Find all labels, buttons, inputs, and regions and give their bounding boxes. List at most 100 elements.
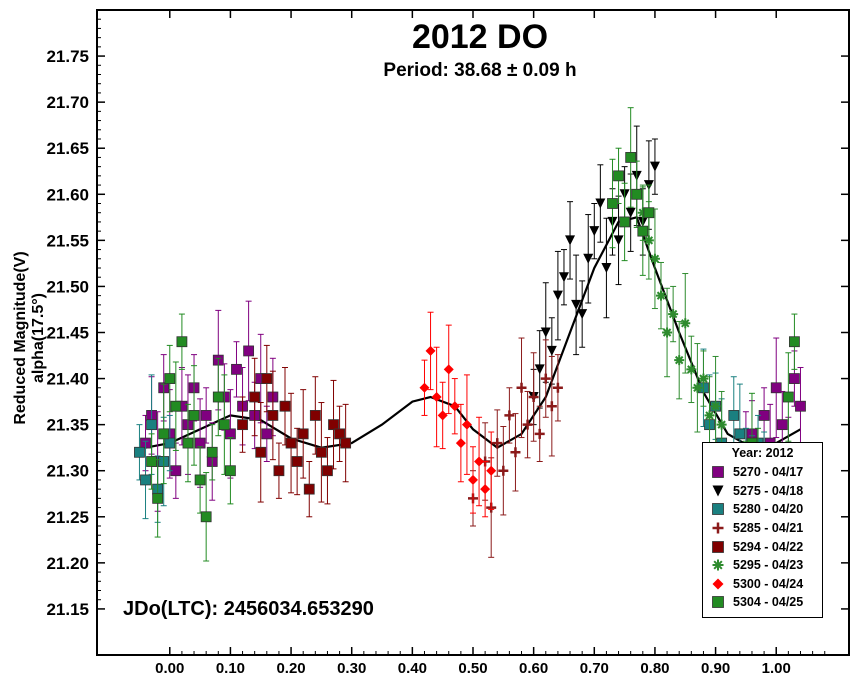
data-point bbox=[273, 465, 285, 477]
data-point bbox=[534, 428, 545, 439]
data-point bbox=[668, 309, 679, 320]
data-point bbox=[625, 207, 636, 218]
x-tick-label: 0.40 bbox=[398, 660, 427, 677]
legend-marker bbox=[712, 596, 724, 609]
data-point bbox=[728, 410, 740, 421]
data-point bbox=[255, 446, 267, 458]
data-point bbox=[146, 419, 157, 431]
legend-marker-icon bbox=[712, 578, 724, 590]
data-point bbox=[516, 382, 527, 393]
data-point bbox=[625, 152, 637, 163]
data-point bbox=[558, 272, 569, 283]
data-point bbox=[328, 419, 339, 431]
data-point bbox=[613, 235, 624, 246]
data-point bbox=[662, 327, 673, 338]
legend-marker-icon bbox=[712, 540, 724, 553]
data-point bbox=[297, 428, 309, 440]
data-point bbox=[498, 465, 509, 476]
data-point bbox=[686, 364, 697, 375]
data-point bbox=[285, 437, 297, 449]
legend-marker bbox=[712, 578, 724, 590]
series-group bbox=[237, 344, 352, 518]
data-point bbox=[552, 290, 563, 301]
legend-item: 5300 - 04/24 bbox=[703, 575, 822, 594]
legend-items: 5270 - 04/17 5275 - 04/18 5280 - 04/20 5285… bbox=[703, 463, 822, 612]
legend-label: 5295 - 04/23 bbox=[733, 558, 804, 573]
legend-marker bbox=[712, 485, 724, 497]
data-point bbox=[486, 465, 497, 476]
data-point bbox=[528, 392, 539, 402]
x-tick-label: 0.90 bbox=[701, 660, 730, 677]
legend-marker bbox=[712, 503, 724, 516]
data-point bbox=[789, 336, 800, 348]
x-tick-label: 0.10 bbox=[216, 660, 245, 677]
data-point bbox=[504, 410, 515, 421]
data-point bbox=[546, 401, 557, 412]
data-point bbox=[649, 161, 660, 172]
legend-label: 5270 - 04/17 bbox=[733, 465, 804, 480]
data-point bbox=[291, 456, 303, 467]
data-point bbox=[776, 419, 788, 431]
data-point bbox=[601, 263, 612, 273]
y-tick-label: 21.30 bbox=[46, 462, 89, 481]
legend-item: 5294 - 04/22 bbox=[703, 537, 822, 556]
y-tick-label: 21.50 bbox=[46, 277, 89, 296]
data-point bbox=[334, 428, 345, 440]
data-point bbox=[140, 474, 151, 486]
data-point bbox=[692, 382, 703, 393]
data-point bbox=[595, 198, 606, 209]
data-point bbox=[480, 484, 491, 495]
y-tick-label: 21.75 bbox=[46, 47, 89, 66]
legend-item: 5295 - 04/23 bbox=[703, 556, 822, 575]
legend-item: 5285 - 04/21 bbox=[703, 519, 822, 538]
data-point bbox=[200, 410, 212, 421]
data-point bbox=[449, 401, 460, 412]
legend-label: 5304 - 04/25 bbox=[733, 595, 804, 610]
legend-title: Year: 2012 bbox=[731, 446, 794, 460]
data-point bbox=[522, 419, 533, 430]
data-point bbox=[770, 382, 782, 394]
data-point bbox=[704, 410, 715, 421]
axis-ticks: 0.00 0.10 0.20 0.30 0.40 0.50 0.60 0.70 0.80 0.90… bbox=[46, 10, 849, 677]
data-point bbox=[540, 327, 551, 338]
chart-subtitle: Period: 38.68 ± 0.09 h bbox=[383, 60, 577, 81]
data-point bbox=[461, 419, 472, 430]
legend-marker-icon bbox=[712, 596, 724, 609]
y-axis-label: Reduced Magnitude(V) alpha(17.5°) bbox=[12, 251, 47, 425]
x-tick-label: 0.60 bbox=[519, 660, 548, 677]
legend-marker-icon bbox=[712, 485, 724, 497]
data-point bbox=[134, 446, 145, 458]
data-point bbox=[212, 391, 224, 403]
data-point bbox=[437, 410, 448, 421]
data-point bbox=[698, 373, 709, 384]
data-point bbox=[716, 419, 727, 430]
data-point bbox=[322, 465, 333, 477]
data-point bbox=[267, 410, 279, 421]
jd-annotation: JDo(LTC): 2456034.653290 bbox=[123, 598, 374, 620]
data-point bbox=[218, 419, 230, 431]
data-point bbox=[534, 364, 545, 375]
data-point bbox=[789, 373, 800, 384]
data-point bbox=[182, 437, 194, 449]
y-tick-label: 21.65 bbox=[46, 139, 89, 158]
legend-item: 5280 - 04/20 bbox=[703, 500, 822, 519]
data-point bbox=[455, 438, 466, 449]
data-point bbox=[237, 419, 248, 431]
data-point bbox=[631, 188, 643, 200]
x-tick-label: 1.00 bbox=[762, 660, 791, 677]
data-point bbox=[188, 410, 200, 421]
data-point bbox=[206, 446, 218, 458]
legend-label: 5285 - 04/21 bbox=[733, 521, 804, 536]
legend-marker bbox=[712, 522, 724, 534]
data-point bbox=[443, 364, 454, 375]
data-point bbox=[552, 382, 563, 393]
legend-marker-icon bbox=[712, 522, 724, 534]
data-point bbox=[146, 456, 157, 467]
data-point bbox=[170, 400, 182, 412]
legend-marker bbox=[712, 559, 724, 571]
y-tick-label: 21.45 bbox=[46, 324, 89, 343]
data-point bbox=[261, 428, 273, 440]
data-point bbox=[152, 492, 164, 504]
legend-marker-icon bbox=[712, 559, 724, 571]
